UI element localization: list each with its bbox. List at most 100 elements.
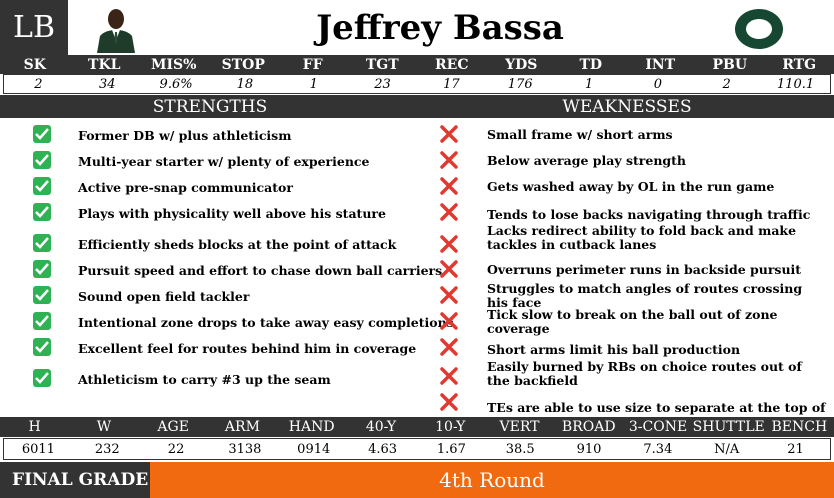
- strength-item: Active pre-snap communicator: [0, 177, 420, 197]
- meas-col-arm: ARM: [224, 419, 260, 435]
- meas-col-age: AGE: [157, 419, 189, 435]
- weakness-text: Easily burned by RBs on choice routes ou…: [487, 359, 802, 388]
- weaknesses-title: WEAKNESSES: [562, 96, 692, 117]
- strength-text: Sound open field tackler: [78, 288, 250, 304]
- check-icon: [33, 177, 51, 195]
- stat-val-stop: 18: [236, 76, 254, 92]
- weakness-item: Tends to lose backs navigating through t…: [420, 203, 834, 223]
- stat-col-rec: REC: [435, 56, 469, 73]
- position-badge: LB: [0, 0, 68, 55]
- meas-val-hand: 0914: [297, 441, 331, 457]
- strength-item: Plays with physicality well above his st…: [0, 203, 420, 223]
- cross-icon: [440, 125, 458, 143]
- strength-item: Excellent feel for routes behind him in …: [0, 338, 420, 358]
- stat-val-mis: 9.6%: [159, 76, 193, 92]
- weakness-item: Short arms limit his ball production: [420, 338, 834, 358]
- meas-col-h: H: [28, 419, 41, 435]
- stat-col-pbu: PBU: [712, 56, 748, 73]
- measurables-header: H W AGE ARM HAND 40-Y 10-Y VERT BROAD 3-…: [0, 417, 834, 437]
- weakness-item: TEs are able to use size to separate at …: [420, 393, 834, 429]
- stat-col-yds: YDS: [505, 56, 538, 73]
- cross-icon: [440, 367, 458, 385]
- strength-item: Sound open field tackler: [0, 286, 420, 306]
- strength-text: Excellent feel for routes behind him in …: [78, 340, 417, 356]
- meas-val-arm: 3138: [228, 441, 262, 457]
- weakness-text: Below average play strength: [487, 153, 687, 168]
- strength-text: Pursuit speed and effort to chase down b…: [78, 262, 443, 278]
- cross-icon: [440, 286, 458, 304]
- meas-col-40y: 40-Y: [365, 419, 397, 435]
- player-name: Jeffrey Bassa: [316, 7, 564, 48]
- check-icon: [33, 151, 51, 169]
- meas-val-40y: 4.63: [368, 441, 398, 457]
- meas-val-bench: 21: [787, 441, 804, 457]
- meas-col-w: W: [96, 419, 112, 435]
- meas-col-hand: HAND: [288, 419, 335, 435]
- measurables-values: 6011 232 22 3138 0914 4.63 1.67 38.5 910…: [3, 438, 831, 460]
- stat-val-tgt: 23: [374, 76, 391, 92]
- check-icon: [33, 203, 51, 221]
- final-grade-bar: FINAL GRADE 4th Round: [0, 462, 834, 498]
- stat-val-ff: 1: [309, 76, 318, 92]
- stats-values: 2 34 9.6% 18 1 23 17 176 1 0 2 110.1: [3, 74, 831, 94]
- meas-val-w: 232: [94, 441, 120, 457]
- weakness-item: Overruns perimeter runs in backside purs…: [420, 260, 834, 280]
- weakness-text: Tick slow to break on the ball out of zo…: [487, 307, 778, 336]
- weakness-text: Overruns perimeter runs in backside purs…: [487, 262, 802, 277]
- final-grade-value: 4th Round: [150, 462, 834, 498]
- weakness-text: Gets washed away by OL in the run game: [487, 179, 775, 194]
- strength-text: Multi-year starter w/ plenty of experien…: [78, 153, 370, 169]
- strength-item: Former DB w/ plus athleticism: [0, 125, 420, 145]
- stat-val-int: 0: [653, 76, 662, 92]
- stat-val-yds: 176: [507, 76, 533, 92]
- meas-val-broad: 910: [576, 441, 602, 457]
- meas-val-3cone: 7.34: [643, 441, 673, 457]
- strength-item: Athleticism to carry #3 up the seam: [0, 369, 420, 389]
- strength-item: Efficiently sheds blocks at the point of…: [0, 234, 420, 254]
- strength-item: Pursuit speed and effort to chase down b…: [0, 260, 442, 280]
- meas-col-10y: 10-Y: [435, 419, 466, 435]
- stat-col-tkl: TKL: [88, 56, 121, 73]
- cross-icon: [440, 203, 458, 221]
- cross-icon: [440, 151, 458, 169]
- weakness-item: Lacks redirect ability to fold back and …: [420, 224, 834, 258]
- check-icon: [33, 234, 51, 252]
- stat-col-int: INT: [645, 56, 676, 73]
- weakness-item: Tick slow to break on the ball out of zo…: [420, 308, 834, 336]
- weakness-text: Struggles to match angles of routes cros…: [487, 281, 803, 310]
- cross-icon: [440, 177, 458, 195]
- meas-col-vert: VERT: [499, 419, 540, 435]
- strength-text: Active pre-snap communicator: [78, 179, 293, 195]
- stat-val-rec: 17: [443, 76, 460, 92]
- weakness-item: Small frame w/ short arms: [420, 125, 834, 145]
- strengths-title: STRENGTHS: [152, 96, 268, 117]
- stat-col-td: TD: [579, 56, 603, 73]
- weakness-item: Below average play strength: [420, 151, 834, 171]
- meas-val-vert: 38.5: [505, 441, 535, 457]
- weakness-text: Lacks redirect ability to fold back and …: [487, 223, 797, 252]
- weakness-text: Short arms limit his ball production: [487, 342, 741, 357]
- meas-col-broad: BROAD: [561, 419, 616, 435]
- meas-val-age: 22: [167, 441, 185, 457]
- strength-text: Efficiently sheds blocks at the point of…: [78, 236, 397, 252]
- section-header-bar: STRENGTHS WEAKNESSES: [0, 95, 834, 118]
- strength-text: Plays with physicality well above his st…: [78, 205, 386, 221]
- strength-text: Former DB w/ plus athleticism: [78, 127, 292, 143]
- meas-col-bench: BENCH: [771, 419, 828, 435]
- weakness-item: Struggles to match angles of routes cros…: [420, 282, 834, 310]
- oregon-logo-icon: [735, 9, 783, 49]
- weakness-item: Easily burned by RBs on choice routes ou…: [420, 359, 834, 390]
- stat-col-ff: FF: [302, 56, 323, 73]
- stat-col-stop: STOP: [221, 56, 265, 73]
- stats-header: SK TKL MIS% STOP FF TGT REC YDS TD INT P…: [0, 55, 834, 74]
- meas-val-h: 6011: [21, 441, 55, 457]
- weakness-text: Small frame w/ short arms: [487, 127, 673, 142]
- cross-icon: [440, 260, 458, 278]
- stat-val-td: 1: [584, 76, 594, 92]
- player-photo-icon: [97, 9, 135, 53]
- final-grade-label: FINAL GRADE: [12, 470, 149, 490]
- stat-col-tgt: TGT: [365, 56, 399, 73]
- cross-icon: [440, 338, 458, 356]
- stat-val-pbu: 2: [722, 76, 731, 92]
